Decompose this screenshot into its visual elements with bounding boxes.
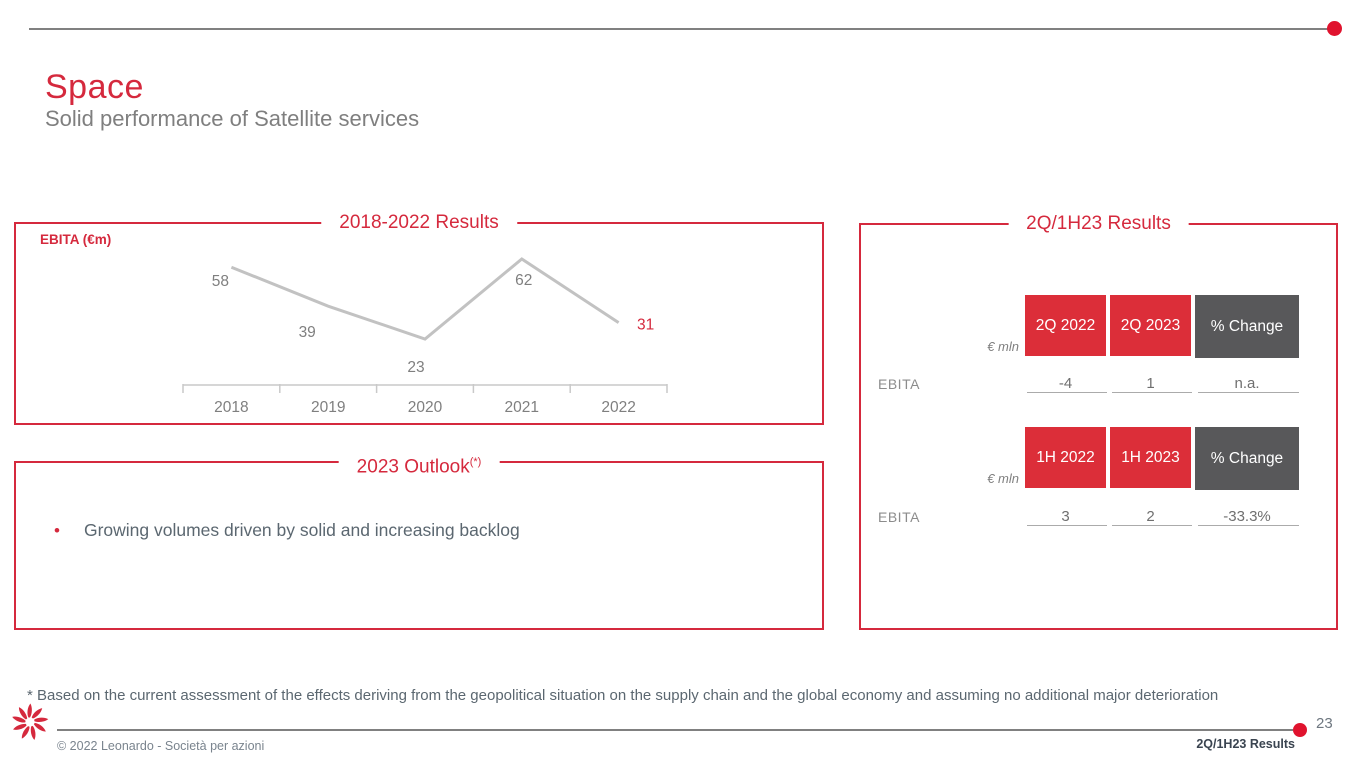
column-header-2q2023: 2Q 2023 xyxy=(1110,295,1191,356)
value-ebita-2q2023: 1 xyxy=(1146,375,1155,392)
outlook-bullet-item: • Growing volumes driven by solid and in… xyxy=(54,520,794,541)
value-ebita-change-q: n.a. xyxy=(1234,375,1260,392)
outlook-title-text: 2023 Outlook xyxy=(356,456,470,478)
value-underline xyxy=(1112,525,1192,526)
outlook-panel-title: 2023 Outlook(*) xyxy=(338,450,500,480)
svg-text:2018: 2018 xyxy=(214,399,248,416)
column-header-1h2023: 1H 2023 xyxy=(1110,427,1191,488)
value-underline xyxy=(1027,392,1107,393)
value-ebita-2q2022: -4 xyxy=(1058,375,1073,392)
chart-panel: 2018-2022 Results EBITA (€m) 2018 2019 202… xyxy=(14,211,824,425)
top-divider-line xyxy=(29,28,1329,30)
column-header-change-h: % Change xyxy=(1195,427,1299,490)
svg-text:39: 39 xyxy=(299,324,316,341)
footnote: * Based on the current assessment of the… xyxy=(27,687,1219,704)
unit-label-q: € mln xyxy=(987,339,1019,354)
page-subtitle: Solid performance of Satellite services xyxy=(45,106,420,131)
column-header-change-q: % Change xyxy=(1195,295,1299,358)
column-header-2q2022: 2Q 2022 xyxy=(1025,295,1106,356)
copyright: © 2022 Leonardo - Società per azioni xyxy=(57,739,265,753)
leonardo-logo xyxy=(11,703,49,741)
footer-divider-dot xyxy=(1293,723,1307,737)
svg-text:2020: 2020 xyxy=(408,399,443,416)
svg-text:2019: 2019 xyxy=(311,399,345,416)
footer-divider-line xyxy=(57,729,1293,731)
value-underline xyxy=(1198,392,1299,393)
chart-panel-title: 2018-2022 Results xyxy=(321,211,517,235)
outlook-panel: 2023 Outlook(*) • Growing volumes driven… xyxy=(14,450,824,630)
logo-petals xyxy=(11,703,49,741)
page-title: Space xyxy=(45,68,144,106)
value-underline xyxy=(1112,392,1192,393)
value-ebita-1h2022: 3 xyxy=(1061,508,1070,525)
outlook-title-footnote-marker: (*) xyxy=(469,456,482,468)
row-label-ebita-q: EBITA xyxy=(878,376,920,392)
value-ebita-1h2023: 2 xyxy=(1146,508,1155,525)
value-underline xyxy=(1027,525,1107,526)
value-ebita-change-h: -33.3% xyxy=(1223,508,1271,525)
bullet-icon: • xyxy=(54,521,60,540)
results-panel: 2Q/1H23 Results 2Q 2022 2Q 2023 % Change… xyxy=(859,212,1338,630)
svg-text:31: 31 xyxy=(637,317,654,334)
ebita-trend-line-chart: 2018 2019 2020 2021 2022 58 39 23 62 31 xyxy=(182,257,668,416)
row-label-ebita-h: EBITA xyxy=(878,509,920,525)
results-panel-title: 2Q/1H23 Results xyxy=(1008,212,1189,236)
value-underline xyxy=(1198,525,1299,526)
svg-text:2021: 2021 xyxy=(505,399,539,416)
svg-text:62: 62 xyxy=(515,272,532,289)
outlook-bullet-text: Growing volumes driven by solid and incr… xyxy=(83,520,520,540)
unit-label-h: € mln xyxy=(987,471,1019,486)
chart-axis-label: EBITA (€m) xyxy=(40,232,112,247)
svg-text:2022: 2022 xyxy=(601,399,635,416)
svg-text:23: 23 xyxy=(407,359,424,376)
column-header-1h2022: 1H 2022 xyxy=(1025,427,1106,488)
svg-text:58: 58 xyxy=(212,273,229,290)
report-title: 2Q/1H23 Results xyxy=(1196,737,1295,751)
page-number: 23 xyxy=(1316,715,1333,732)
top-divider-dot xyxy=(1327,21,1342,36)
